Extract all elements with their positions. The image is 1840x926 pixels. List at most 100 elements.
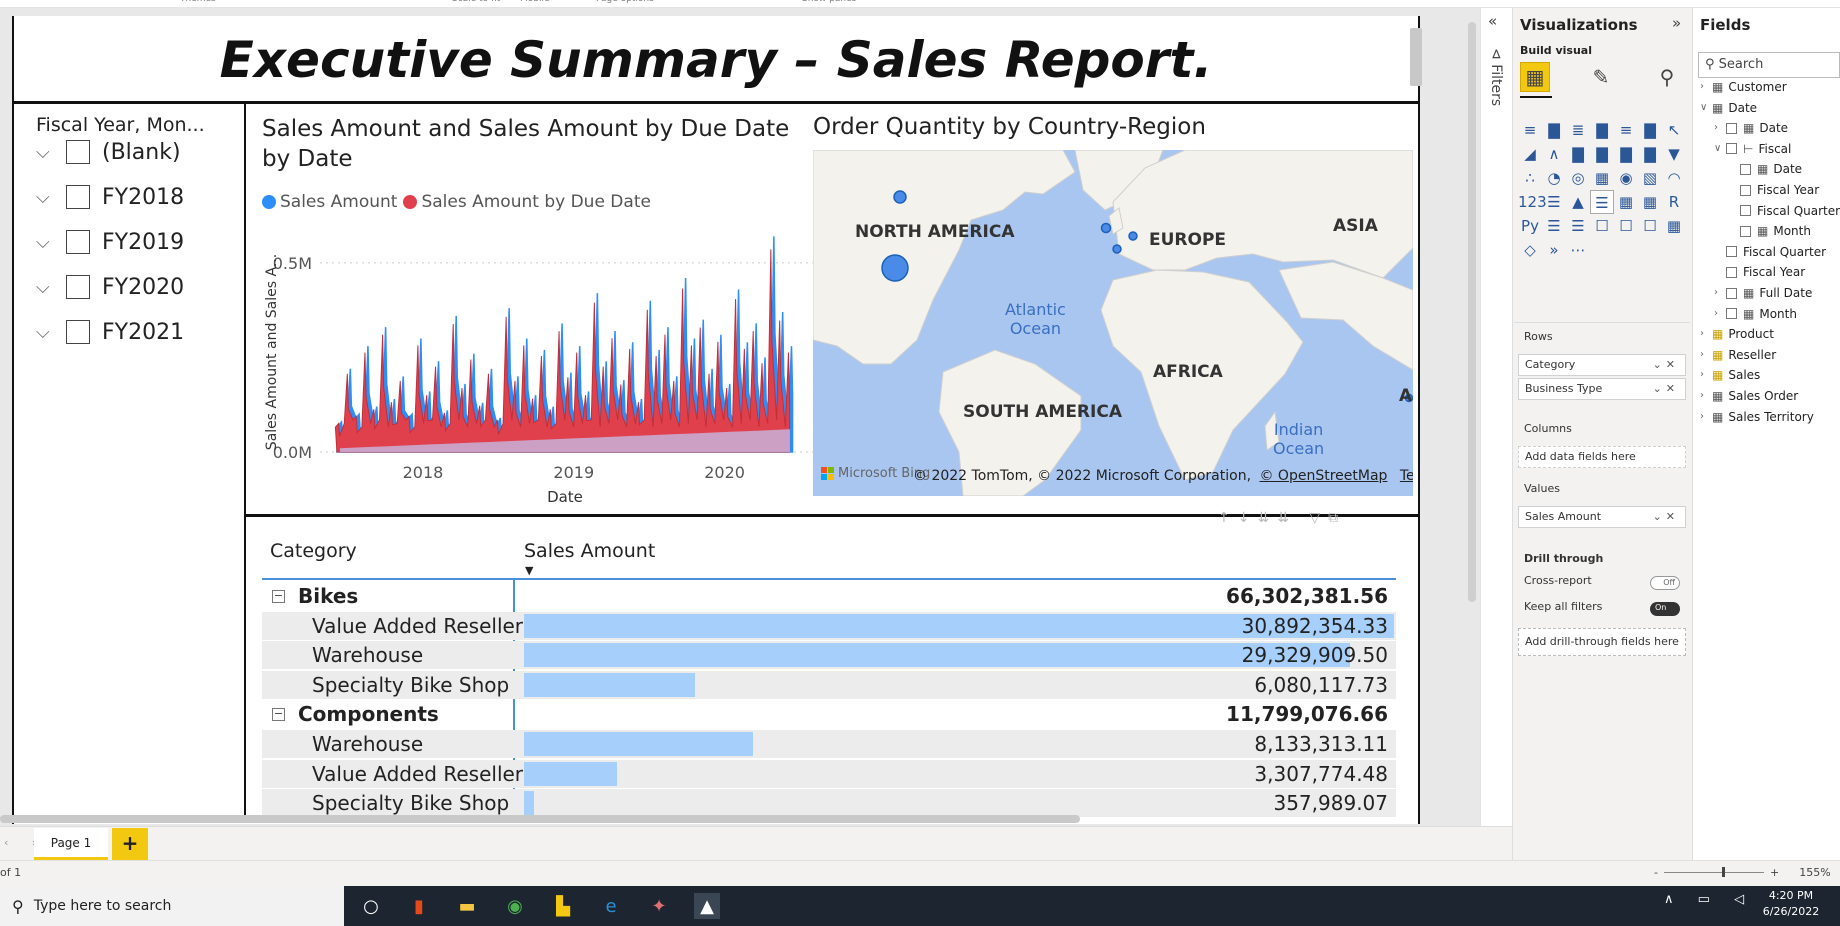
- slicer-checkbox[interactable]: [66, 140, 90, 164]
- power-bi-icon[interactable]: ▙: [556, 895, 570, 917]
- slicer-item[interactable]: ⌵ FY2021: [36, 312, 184, 352]
- field-tree-item[interactable]: ∨ ▦ Date: [1700, 97, 1757, 119]
- expand-chevron-icon[interactable]: ›: [1700, 390, 1704, 401]
- ribbon-label-mobile[interactable]: Mobile: [520, 0, 550, 4]
- visual-type-icon[interactable]: ▲: [1572, 193, 1584, 211]
- chevron-down-close-icon[interactable]: ⌄✕: [1652, 358, 1679, 371]
- field-tree-item[interactable]: Fiscal Quarter: [1728, 200, 1840, 222]
- canvas-horizontal-scrollbar[interactable]: [0, 815, 1080, 823]
- visual-type-icon[interactable]: ▇: [1596, 145, 1608, 163]
- expand-chevron-icon[interactable]: ∨: [1714, 142, 1722, 154]
- field-tree-item[interactable]: › ▦ Month: [1714, 303, 1797, 325]
- fields-search-input[interactable]: ⚲ Search: [1698, 52, 1840, 78]
- field-tree-item[interactable]: Fiscal Quarter: [1714, 241, 1826, 263]
- ribbon-label-page-options[interactable]: Page options: [596, 0, 654, 4]
- visual-type-icon[interactable]: ∧: [1548, 145, 1560, 163]
- expand-chevron-icon[interactable]: ›: [1714, 122, 1718, 134]
- tab-page-1[interactable]: Page 1: [34, 828, 108, 860]
- visual-type-icon[interactable]: ◠: [1667, 169, 1681, 187]
- matrix-row[interactable]: Value Added Reseller 30,892,354.33: [262, 611, 1396, 640]
- field-tree-item[interactable]: › ▦ Sales Order: [1700, 385, 1798, 407]
- expand-chevron-icon[interactable]: ›: [1700, 410, 1704, 422]
- rows-field-category[interactable]: Category ⌄✕: [1518, 354, 1686, 376]
- chevron-down-close-icon[interactable]: ⌄✕: [1652, 510, 1679, 523]
- visual-type-icon[interactable]: ≣: [1571, 121, 1585, 139]
- slicer-checkbox[interactable]: [66, 275, 90, 299]
- expand-chevron-icon[interactable]: ∨: [1700, 101, 1708, 113]
- chevron-down-close-icon[interactable]: ⌄✕: [1652, 382, 1679, 395]
- cross-report-toggle[interactable]: Off: [1650, 576, 1680, 590]
- collapse-visualizations-icon[interactable]: »: [1672, 14, 1682, 32]
- field-tree-item[interactable]: › ▦ Full Date: [1714, 282, 1812, 304]
- chrome-icon[interactable]: ◉: [507, 895, 523, 917]
- field-checkbox[interactable]: [1740, 184, 1751, 196]
- chevron-down-icon[interactable]: ⌵: [36, 276, 50, 298]
- visual-type-icon[interactable]: ☰: [1590, 190, 1614, 214]
- office-icon[interactable]: ▮: [414, 895, 424, 917]
- visual-type-icon[interactable]: »: [1549, 241, 1559, 259]
- expand-filters-icon[interactable]: «: [1488, 12, 1498, 30]
- rows-field-business-type[interactable]: Business Type ⌄✕: [1518, 378, 1686, 400]
- chevron-down-icon[interactable]: ⌵: [36, 186, 50, 208]
- add-page-button[interactable]: +: [112, 828, 148, 860]
- legend-label-sales[interactable]: Sales Amount: [280, 192, 398, 212]
- field-checkbox[interactable]: [1726, 308, 1737, 320]
- chevron-down-icon[interactable]: ⌵: [36, 231, 50, 253]
- task-view-icon[interactable]: ○: [363, 895, 379, 917]
- visual-type-icon[interactable]: ☰: [1547, 217, 1561, 235]
- visual-type-icon[interactable]: ▇: [1572, 145, 1584, 163]
- ribbon-label-themes[interactable]: Themes: [180, 0, 216, 4]
- map-visual[interactable]: NORTH AMERICA EUROPE ASIA AFRICA SOUTH A…: [813, 150, 1413, 496]
- collapse-icon[interactable]: −: [272, 707, 285, 722]
- chevron-down-icon[interactable]: ⌵: [36, 141, 50, 163]
- visual-type-icon[interactable]: ▇: [1620, 145, 1632, 163]
- visual-type-icon[interactable]: ◔: [1547, 169, 1561, 187]
- visual-type-icon[interactable]: Py: [1521, 217, 1539, 235]
- page-nav-arrows[interactable]: ‹ ›: [4, 836, 47, 849]
- field-tree-item[interactable]: › ▦ Product: [1700, 323, 1774, 345]
- visual-type-icon[interactable]: ▇: [1596, 121, 1608, 139]
- field-checkbox[interactable]: [1740, 163, 1751, 175]
- analytics-button[interactable]: ⚲: [1652, 62, 1682, 92]
- field-checkbox[interactable]: [1740, 205, 1751, 217]
- slicer-checkbox[interactable]: [66, 320, 90, 344]
- collapse-icon[interactable]: −: [272, 589, 285, 603]
- zoom-in-button[interactable]: +: [1769, 866, 1780, 879]
- visual-type-icon[interactable]: ≡: [1619, 121, 1633, 139]
- visual-type-icon[interactable]: ▇: [1644, 121, 1656, 139]
- zoom-out-button[interactable]: -: [1654, 866, 1658, 879]
- visual-type-icon[interactable]: ↖: [1667, 121, 1681, 139]
- field-tree-item[interactable]: ∨ ⊢ Fiscal: [1714, 138, 1791, 160]
- osm-link[interactable]: © OpenStreetMap: [1259, 468, 1388, 484]
- keep-filters-toggle[interactable]: On: [1650, 602, 1680, 616]
- values-field-sales-amount[interactable]: Sales Amount ⌄✕: [1518, 506, 1686, 528]
- field-checkbox[interactable]: [1726, 122, 1737, 134]
- visual-type-icon[interactable]: ▇: [1644, 145, 1656, 163]
- visual-type-icon[interactable]: ◉: [1619, 169, 1633, 187]
- slicer-checkbox[interactable]: [66, 230, 90, 254]
- field-tree-item[interactable]: ▦ Month: [1728, 220, 1811, 242]
- matrix-header-category[interactable]: Category: [270, 540, 357, 562]
- photos-icon[interactable]: ▲: [694, 893, 720, 919]
- matrix-row[interactable]: Warehouse 8,133,313.11: [262, 730, 1396, 758]
- app-icon[interactable]: ✦: [651, 895, 667, 917]
- visual-type-icon[interactable]: ▦: [1594, 169, 1610, 187]
- field-tree-item[interactable]: › ▦ Reseller: [1700, 344, 1776, 366]
- visual-type-icon[interactable]: ▦: [1666, 217, 1682, 235]
- visual-type-icon[interactable]: ∴: [1525, 169, 1535, 187]
- visual-type-icon[interactable]: ◎: [1571, 169, 1585, 187]
- filters-label[interactable]: ⊲ Filters: [1488, 48, 1504, 106]
- visual-type-icon[interactable]: ≡: [1523, 121, 1537, 139]
- visual-type-icon[interactable]: ☰: [1571, 217, 1585, 235]
- canvas-scrollbar[interactable]: [1468, 22, 1476, 602]
- visual-type-icon[interactable]: ☐: [1619, 217, 1633, 235]
- visual-type-icon[interactable]: ▦: [1642, 193, 1658, 211]
- zoom-control[interactable]: - + 155%: [1654, 866, 1831, 879]
- visual-type-icon[interactable]: ▇: [1548, 121, 1560, 139]
- field-checkbox[interactable]: [1726, 246, 1737, 258]
- page-scrollbar-thumb[interactable]: [1410, 28, 1422, 86]
- zoom-level[interactable]: 155%: [1799, 866, 1831, 879]
- line-chart-svg[interactable]: 0.0M 0.5M 2018 2019 2020 Date Sales Amount and…: [254, 224, 824, 514]
- visual-type-icon[interactable]: ▧: [1642, 169, 1658, 187]
- visual-type-icon[interactable]: R: [1668, 193, 1680, 211]
